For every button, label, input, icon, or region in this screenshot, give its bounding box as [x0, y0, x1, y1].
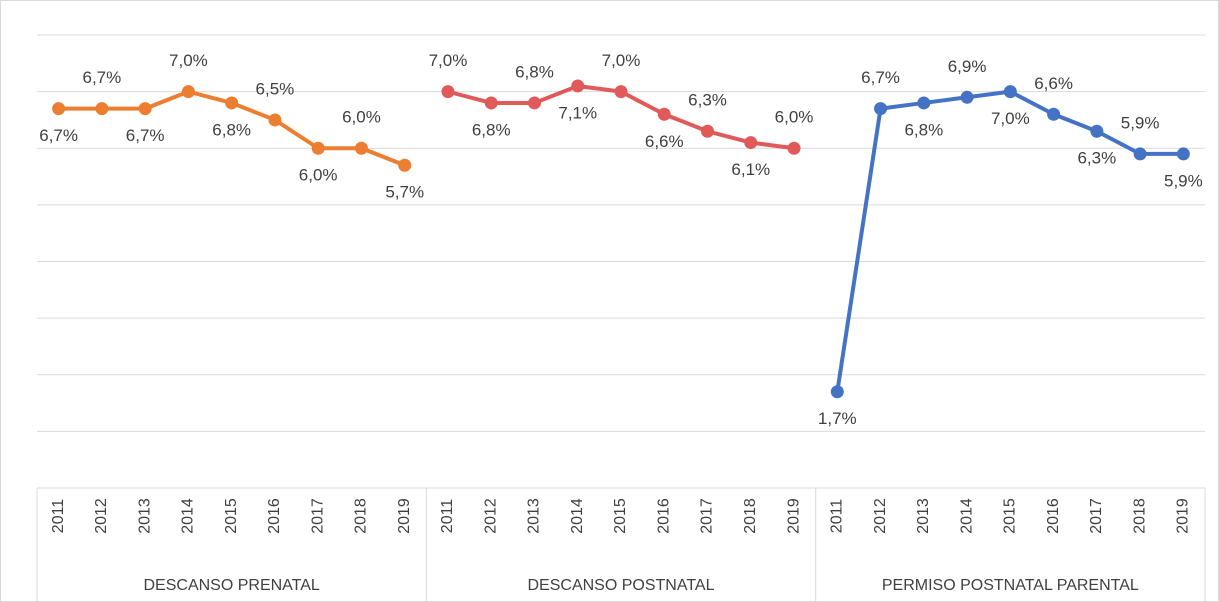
- data-point: [95, 102, 109, 116]
- data-label: 6,8%: [212, 120, 251, 139]
- data-label: 6,3%: [1077, 149, 1116, 168]
- data-point: [787, 141, 801, 155]
- x-tick-label: 2018: [742, 498, 759, 534]
- x-tick-label: 2012: [872, 498, 889, 534]
- data-label: 7,1%: [558, 103, 597, 122]
- data-label: 7,0%: [429, 51, 468, 70]
- x-tick-label: 2017: [309, 498, 326, 534]
- data-label: 6,7%: [861, 68, 900, 87]
- data-point: [181, 85, 195, 99]
- data-point: [311, 141, 325, 155]
- x-tick-label: 2017: [699, 498, 716, 534]
- data-point: [398, 158, 412, 172]
- data-label: 6,8%: [472, 120, 511, 139]
- data-point: [268, 113, 282, 127]
- x-tick-label: 2016: [266, 498, 283, 534]
- x-tick-label: 2012: [93, 498, 110, 534]
- data-label: 6,7%: [39, 126, 78, 145]
- x-tick-label: 2011: [829, 499, 846, 534]
- data-point: [527, 96, 541, 110]
- x-tick-label: 2014: [958, 498, 975, 534]
- data-point: [1133, 147, 1147, 161]
- x-tick-label: 2019: [1175, 498, 1192, 534]
- x-tick-label: 2014: [180, 498, 197, 534]
- data-point: [701, 124, 715, 138]
- data-point: [960, 90, 974, 104]
- data-label: 6,7%: [83, 68, 122, 87]
- x-tick-label: 2011: [439, 499, 456, 534]
- x-tick-label: 2015: [223, 498, 240, 534]
- group-label: PERMISO POSTNATAL PARENTAL: [882, 577, 1139, 594]
- data-label: 1,7%: [818, 409, 857, 428]
- data-point: [484, 96, 498, 110]
- data-point: [917, 96, 931, 110]
- x-tick-label: 2018: [1131, 498, 1148, 534]
- data-label: 6,0%: [342, 108, 381, 127]
- data-point: [1090, 124, 1104, 138]
- data-label: 7,0%: [169, 51, 208, 70]
- x-tick-label: 2017: [1088, 498, 1105, 534]
- data-label: 5,9%: [1121, 113, 1160, 132]
- data-point: [874, 102, 888, 116]
- x-tick-label: 2012: [482, 498, 499, 534]
- data-label: 6,3%: [688, 91, 727, 110]
- data-point: [138, 102, 152, 116]
- data-point: [1176, 147, 1190, 161]
- data-point: [1003, 85, 1017, 99]
- data-label: 6,1%: [731, 160, 770, 179]
- x-tick-label: 2013: [915, 498, 932, 534]
- data-point: [52, 102, 66, 116]
- data-point: [441, 85, 455, 99]
- data-point: [225, 96, 239, 110]
- data-label: 6,7%: [126, 126, 165, 145]
- x-tick-label: 2013: [526, 498, 543, 534]
- data-label: 6,0%: [299, 166, 338, 185]
- data-point: [354, 141, 368, 155]
- x-tick-label: 2011: [50, 499, 67, 534]
- x-tick-label: 2013: [136, 498, 153, 534]
- x-tick-label: 2015: [1002, 498, 1019, 534]
- data-label: 5,7%: [385, 183, 424, 202]
- data-point: [1047, 107, 1061, 121]
- data-point: [657, 107, 671, 121]
- data-label: 6,9%: [948, 57, 987, 76]
- group-label: DESCANSO POSTNATAL: [528, 577, 715, 594]
- data-point: [830, 385, 844, 399]
- data-point: [614, 85, 628, 99]
- x-tick-label: 2019: [396, 498, 413, 534]
- group-label: DESCANSO PRENATAL: [143, 577, 319, 594]
- data-label: 5,9%: [1164, 171, 1203, 190]
- data-label: 6,6%: [645, 132, 684, 151]
- x-tick-label: 2015: [612, 498, 629, 534]
- data-label: 6,8%: [904, 120, 943, 139]
- data-label: 6,0%: [775, 108, 814, 127]
- data-label: 6,8%: [515, 62, 554, 81]
- data-point: [744, 136, 758, 150]
- x-tick-label: 2014: [569, 498, 586, 534]
- data-label: 6,5%: [256, 79, 295, 98]
- data-label: 6,6%: [1034, 74, 1073, 93]
- data-label: 7,0%: [991, 109, 1030, 128]
- x-tick-label: 2016: [1045, 498, 1062, 534]
- x-tick-label: 2018: [353, 498, 370, 534]
- data-label: 7,0%: [602, 51, 641, 70]
- x-tick-label: 2019: [785, 498, 802, 534]
- data-point: [571, 79, 585, 93]
- x-tick-label: 2016: [655, 498, 672, 534]
